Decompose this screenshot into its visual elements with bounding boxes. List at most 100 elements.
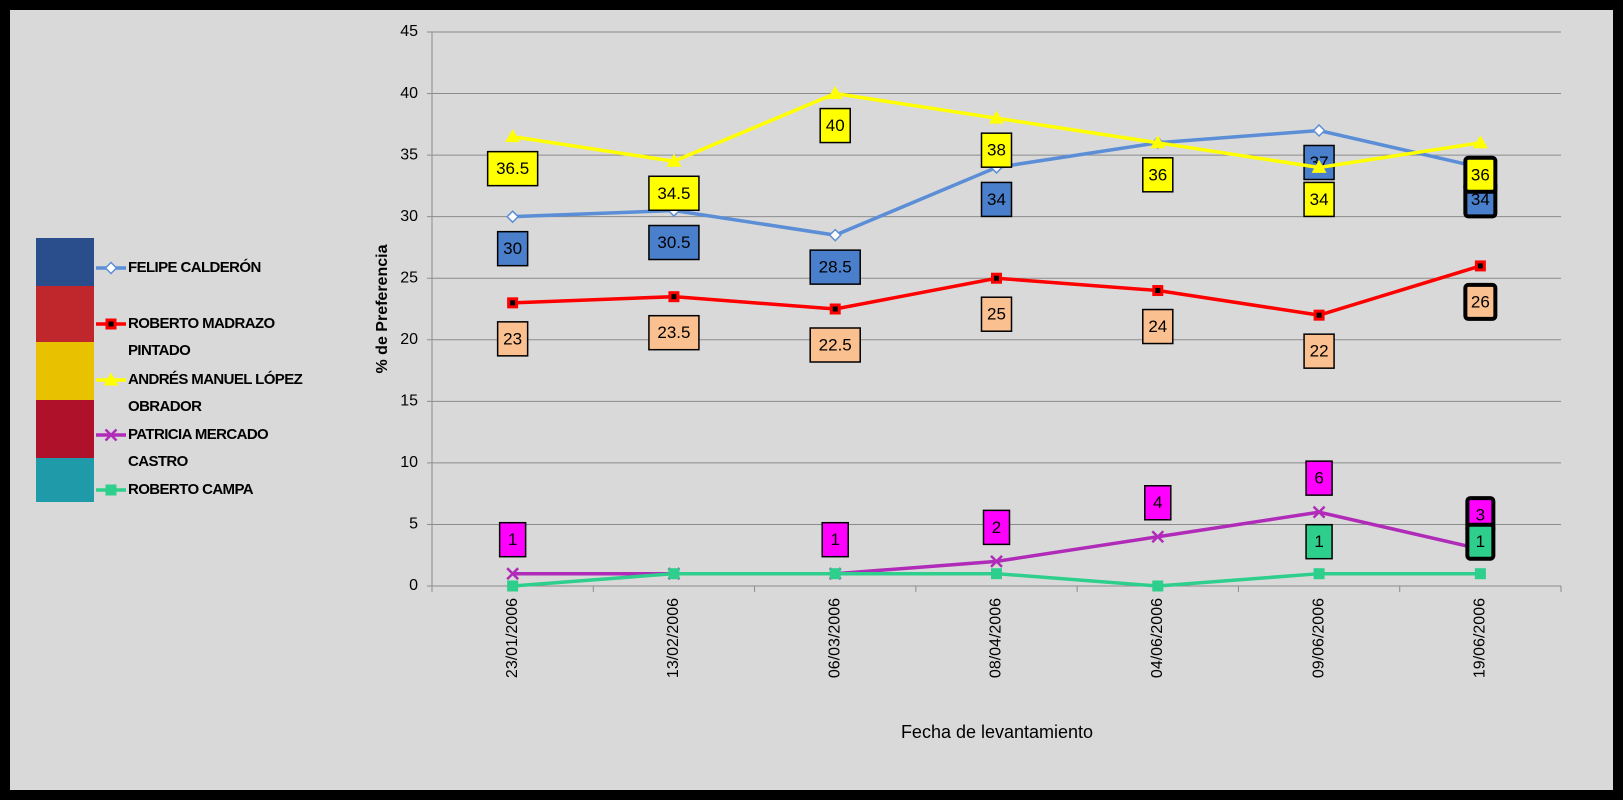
data-label: 34 xyxy=(1471,190,1490,209)
series: 23 23.5 22.5 25 24 22 26 xyxy=(496,260,1498,369)
marker xyxy=(991,568,1002,580)
data-label-box xyxy=(1303,333,1335,369)
y-tick-label: 30 xyxy=(400,208,418,225)
marker xyxy=(1312,505,1326,519)
marker xyxy=(668,568,680,580)
x-tick-label: 06/03/2006 xyxy=(826,598,843,678)
data-label-box xyxy=(809,249,861,285)
y-tick-label: 0 xyxy=(409,577,418,594)
data-label: 38 xyxy=(987,141,1006,160)
data-label-box xyxy=(1303,144,1335,181)
data-label-box xyxy=(1463,282,1498,321)
marker xyxy=(1312,123,1326,138)
data-label: 30 xyxy=(503,239,522,258)
data-label-box xyxy=(496,321,529,357)
marker xyxy=(1151,530,1165,544)
data-label: 40 xyxy=(826,116,845,135)
legend-label: FELIPE CALDERÓN xyxy=(128,259,261,276)
marker xyxy=(829,568,841,580)
marker xyxy=(104,428,118,442)
marker-center xyxy=(1155,288,1161,294)
data-label: 26 xyxy=(1471,292,1490,311)
y-tick-label: 5 xyxy=(409,516,418,533)
data-label-box xyxy=(1142,308,1174,345)
legend-label: ANDRÉS MANUEL LÓPEZ OBRADOR xyxy=(128,371,303,415)
marker xyxy=(1311,159,1327,173)
data-label: 1 xyxy=(830,530,839,549)
marker-center xyxy=(994,275,999,281)
data-label-box xyxy=(819,107,851,144)
legend-label: ROBERTO CAMPA xyxy=(128,481,254,498)
data-label-box xyxy=(1465,522,1496,561)
data-label: 2 xyxy=(992,518,1001,537)
data-label: 1 xyxy=(1476,532,1485,551)
y-tick-label: 40 xyxy=(400,85,418,102)
marker xyxy=(104,261,118,275)
chart-background xyxy=(10,10,1613,790)
data-label: 24 xyxy=(1148,317,1167,336)
data-label-box xyxy=(821,521,849,558)
marker xyxy=(506,210,520,224)
data-label: 23.5 xyxy=(657,323,690,342)
marker-center xyxy=(832,306,838,312)
data-label-box xyxy=(1305,523,1333,560)
legend-label: ROBERTO MADRAZO PINTADO xyxy=(128,315,275,359)
photo xyxy=(36,238,94,286)
data-label: 36.5 xyxy=(496,159,529,178)
photo xyxy=(36,400,94,458)
data-label: 36 xyxy=(1471,165,1490,184)
data-label: 30.5 xyxy=(657,233,690,252)
y-axis-title: % de Preferencia xyxy=(374,244,391,373)
x-tick-label: 04/06/2006 xyxy=(1149,598,1166,678)
marker xyxy=(990,554,1003,568)
y-tick-label: 20 xyxy=(400,331,418,348)
marker xyxy=(507,580,519,592)
data-label-box xyxy=(980,181,1013,218)
x-tick-label: 13/02/2006 xyxy=(665,598,682,678)
series: 36.5 34.5 40 38 36 34 36 xyxy=(486,86,1498,218)
marker xyxy=(828,228,842,242)
y-tick-label: 45 xyxy=(400,23,418,40)
x-tick-label: 19/06/2006 xyxy=(1472,598,1489,678)
data-label: 28.5 xyxy=(819,258,852,277)
data-label-box xyxy=(1144,485,1172,521)
data-label-box xyxy=(1305,460,1333,496)
data-label-box xyxy=(648,224,700,261)
data-label-box xyxy=(486,150,539,187)
photo xyxy=(36,286,94,342)
marker-center xyxy=(510,300,516,306)
y-tick-label: 35 xyxy=(400,146,418,163)
data-label: 1 xyxy=(508,530,517,549)
data-label-box xyxy=(809,327,861,363)
marker xyxy=(989,110,1004,124)
marker xyxy=(1472,135,1488,149)
marker-center xyxy=(1477,263,1483,269)
marker-center xyxy=(671,294,677,300)
data-label: 22.5 xyxy=(819,335,852,354)
data-label-box xyxy=(498,521,527,558)
marker xyxy=(1150,135,1166,149)
x-axis-title: Fecha de levantamiento xyxy=(901,722,1093,742)
data-label: 25 xyxy=(987,305,1006,324)
data-label-box xyxy=(980,132,1013,168)
x-tick-label: 08/04/2006 xyxy=(988,598,1005,678)
marker xyxy=(1313,568,1325,580)
data-label: 34.5 xyxy=(657,184,690,203)
data-label-box xyxy=(1303,181,1335,218)
data-label: 23 xyxy=(503,329,522,348)
data-label: 34 xyxy=(987,190,1006,209)
marker xyxy=(505,129,521,143)
data-label: 34 xyxy=(1310,190,1329,209)
marker-center xyxy=(108,321,114,327)
data-label-box xyxy=(980,296,1013,332)
marker xyxy=(506,567,520,581)
data-label-box xyxy=(982,509,1011,546)
data-label: 3 xyxy=(1476,506,1485,525)
marker xyxy=(103,372,119,386)
y-tick-label: 25 xyxy=(400,269,418,286)
data-label-box xyxy=(1463,155,1498,194)
photo xyxy=(36,342,94,400)
